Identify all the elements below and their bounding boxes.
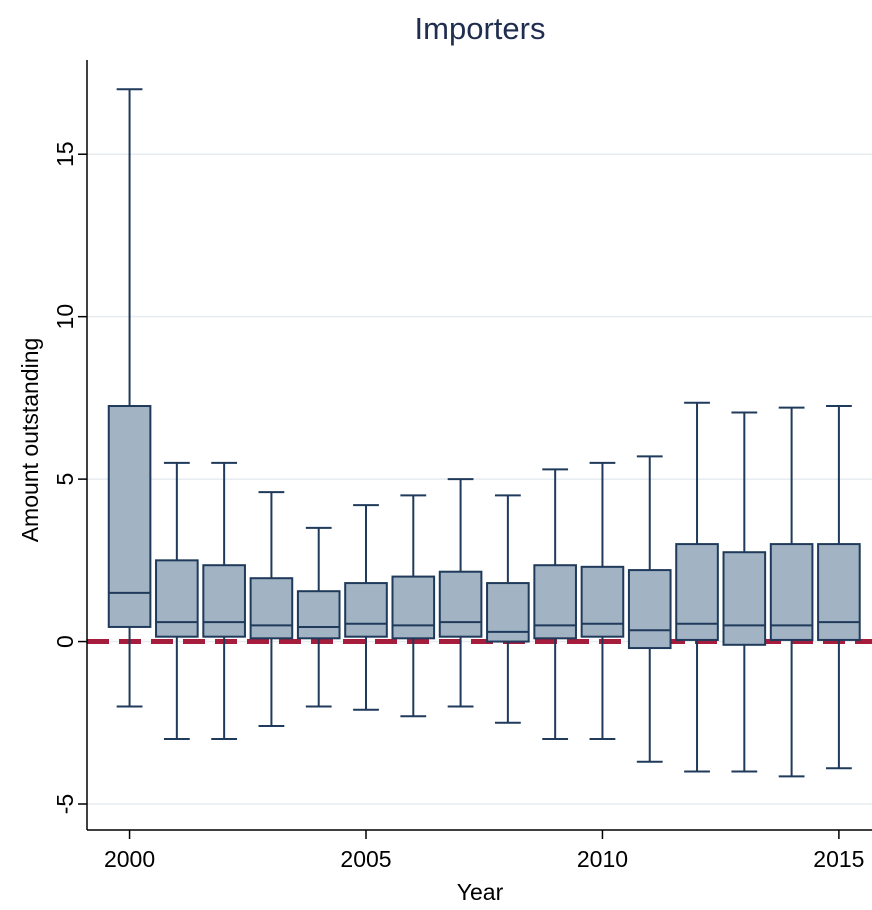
iqr-box (438, 570, 483, 638)
y-tick-label: 15 (52, 141, 78, 167)
box-2000 (107, 88, 152, 708)
box-2015 (817, 405, 861, 770)
y-axis-label: Amount outstanding (17, 338, 43, 543)
iqr-box (344, 582, 388, 638)
box-2011 (627, 455, 672, 763)
iqr-box (391, 575, 436, 640)
box-2009 (533, 468, 577, 741)
iqr-box (202, 564, 246, 638)
box-2012 (675, 401, 719, 773)
iqr-box (769, 543, 814, 641)
box-2008 (486, 494, 530, 724)
chart-title: Importers (415, 11, 546, 46)
x-tick-label: 2000 (104, 846, 155, 872)
x-tick-label: 2010 (577, 846, 628, 872)
iqr-box (107, 405, 152, 628)
iqr-box (817, 543, 861, 641)
iqr-box (249, 577, 294, 640)
iqr-box (722, 551, 767, 646)
x-tick-label: 2005 (340, 846, 391, 872)
box-2005 (344, 504, 388, 711)
x-axis-label: Year (457, 879, 504, 905)
box-2002 (202, 461, 246, 741)
iqr-box (155, 559, 199, 638)
box-2006 (391, 494, 436, 718)
y-tick-label: 5 (52, 473, 78, 486)
axes: -5 0 5 10 15 2000 2005 2010 2015 (52, 60, 872, 872)
iqr-box (627, 569, 672, 650)
box-2014 (769, 406, 814, 778)
y-tick-label: 0 (52, 635, 78, 648)
box-2004 (296, 526, 341, 708)
box-2013 (722, 411, 767, 773)
box-2007 (438, 478, 483, 708)
box-2010 (580, 461, 625, 741)
box-2001 (155, 461, 199, 741)
boxes (107, 88, 861, 778)
y-tick-label: -5 (52, 794, 78, 814)
x-tick-label: 2015 (813, 846, 864, 872)
iqr-box (675, 543, 719, 641)
box-2003 (249, 491, 294, 728)
iqr-box (533, 564, 577, 640)
iqr-box (580, 565, 625, 638)
y-tick-label: 10 (52, 304, 78, 330)
iqr-box (296, 590, 341, 640)
